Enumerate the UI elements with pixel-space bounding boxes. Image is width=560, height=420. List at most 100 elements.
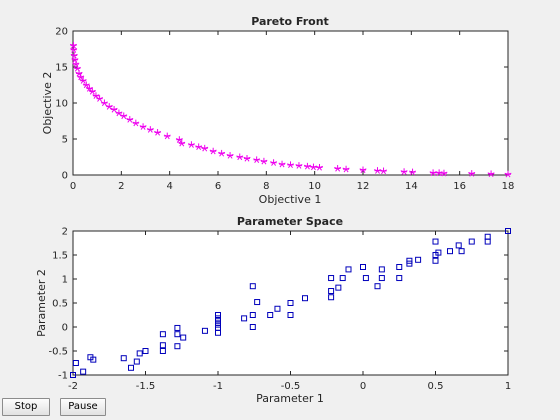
param-xtick-label: 0.5 — [428, 381, 444, 392]
pareto-point — [487, 170, 495, 178]
pareto-point — [132, 119, 140, 127]
param-point — [302, 295, 308, 302]
param-point — [215, 321, 221, 328]
pareto-point — [380, 167, 388, 175]
pareto-point — [468, 170, 476, 177]
pareto-xtick-label: 14 — [405, 181, 418, 192]
param-point — [249, 312, 256, 318]
param-point — [447, 248, 453, 255]
param-point — [287, 300, 294, 306]
pareto-point — [218, 149, 226, 157]
pareto-point — [243, 154, 251, 162]
pareto-title: Pareto Front — [251, 15, 329, 28]
pareto-axis-ticks: 0 2 4 6 8 10 12 14 16 18 0 5 10 15 20 — [55, 27, 514, 193]
param-point — [159, 342, 166, 349]
pareto-ytick-label: 10 — [55, 99, 68, 110]
pareto-point — [115, 109, 123, 117]
pareto-xtick-label: 6 — [215, 181, 221, 192]
param-point — [249, 324, 256, 330]
param-point — [339, 275, 346, 282]
pareto-point — [120, 112, 128, 120]
pareto-point — [316, 163, 323, 171]
pareto-point — [295, 162, 303, 169]
param-point — [378, 266, 385, 273]
pareto-point — [70, 41, 77, 49]
pareto-point — [178, 139, 186, 147]
pareto-point — [175, 136, 183, 143]
pareto-point — [70, 46, 78, 53]
param-point — [345, 266, 352, 273]
pareto-point — [73, 64, 81, 72]
pareto-point — [163, 132, 171, 140]
param-title: Parameter Space — [237, 215, 343, 228]
pareto-xtick-label: 2 — [118, 181, 124, 192]
param-point — [328, 288, 335, 294]
param-ylabel: Parameter 2 — [35, 269, 48, 337]
param-point — [215, 312, 221, 318]
param-ytick-label: -1 — [58, 371, 68, 382]
param-point — [142, 348, 149, 354]
pareto-front-chart: Pareto Front Objective 1 Objective 2 0 2 4… — [41, 15, 514, 206]
pareto-xtick-label: 8 — [263, 181, 269, 192]
parameter-space-chart: Parameter Space Parameter 1 Parameter 2 … — [35, 215, 511, 405]
param-point — [505, 228, 511, 234]
pareto-point — [187, 141, 195, 148]
param-point — [458, 248, 465, 255]
param-point — [80, 368, 87, 375]
pareto-ytick-label: 20 — [55, 27, 68, 38]
param-plot-area — [72, 230, 509, 376]
param-ytick-label: 1.5 — [52, 251, 68, 262]
stop-button[interactable]: Stop — [2, 398, 50, 416]
param-point — [90, 356, 97, 363]
pareto-point — [400, 168, 408, 175]
param-point — [159, 331, 166, 338]
pareto-ytick-label: 5 — [62, 135, 68, 146]
param-xtick-label: -1.5 — [136, 381, 156, 392]
pareto-point — [195, 143, 203, 151]
param-ytick-label: 2 — [62, 227, 68, 238]
param-ytick-label: 1 — [62, 275, 68, 286]
param-point — [174, 343, 181, 350]
pareto-xtick-label: 0 — [70, 181, 76, 192]
pareto-point — [88, 87, 96, 95]
param-point — [287, 312, 294, 318]
pareto-ytick-label: 0 — [62, 171, 68, 182]
param-xtick-label: 1 — [505, 381, 511, 392]
param-point — [174, 324, 181, 331]
param-point — [254, 299, 261, 306]
param-point — [70, 372, 76, 378]
param-point — [455, 242, 462, 249]
pareto-point — [201, 144, 209, 152]
param-point — [267, 312, 274, 318]
pareto-point — [126, 116, 134, 123]
pareto-point — [440, 169, 448, 177]
param-point — [362, 275, 369, 282]
param-point — [406, 257, 413, 264]
param-point — [215, 315, 221, 322]
pareto-point — [359, 166, 367, 174]
param-point — [120, 355, 127, 362]
pareto-point — [154, 129, 162, 136]
pareto-point — [226, 152, 234, 159]
pareto-xtick-label: 12 — [357, 181, 370, 192]
pareto-point — [278, 160, 286, 168]
param-series — [70, 228, 511, 378]
pareto-xtick-label: 4 — [166, 181, 172, 192]
param-point — [159, 348, 166, 354]
param-point — [335, 284, 342, 291]
param-point — [328, 275, 335, 282]
pareto-plot-area — [72, 30, 509, 176]
param-point — [435, 249, 442, 256]
pareto-point — [504, 170, 512, 178]
pareto-point — [96, 95, 104, 102]
pause-button[interactable]: Pause — [60, 398, 106, 416]
param-point — [274, 305, 281, 312]
param-xtick-label: 0 — [360, 381, 366, 392]
param-point — [136, 350, 143, 357]
pareto-point — [303, 162, 311, 170]
param-point — [374, 283, 381, 290]
param-ytick-label: 0 — [62, 323, 68, 334]
param-point — [72, 360, 79, 366]
param-point — [468, 238, 475, 245]
